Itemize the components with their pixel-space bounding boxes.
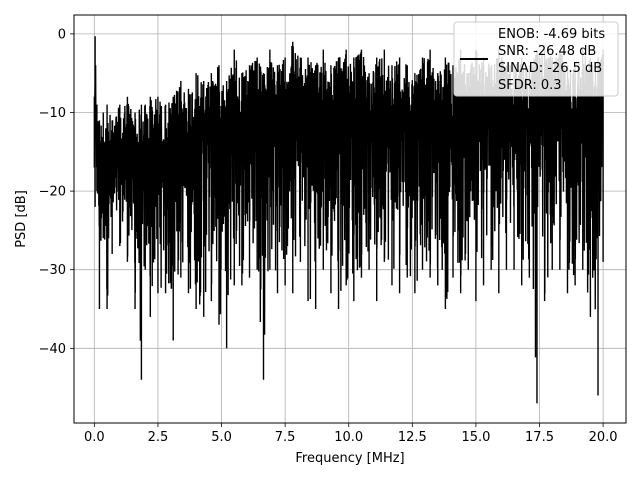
x-tick-label: 15.0 xyxy=(461,430,490,445)
x-tick-label: 17.5 xyxy=(525,430,554,445)
x-tick-label: 12.5 xyxy=(398,430,427,445)
x-tick-label: 10.0 xyxy=(334,430,363,445)
y-tick-label: −40 xyxy=(39,342,66,357)
y-tick-label: −30 xyxy=(39,263,66,278)
y-tick-label: −20 xyxy=(39,185,66,200)
x-axis-label: Frequency [MHz] xyxy=(295,451,404,466)
x-tick-label: 5.0 xyxy=(211,430,232,445)
legend-box xyxy=(453,21,619,97)
y-axis-label: PSD [dB] xyxy=(14,190,29,248)
legend-snr: SNR: -26.48 dB xyxy=(498,44,596,59)
psd-line-series xyxy=(93,36,604,404)
y-axis: 0 −10 −20 −30 −40 xyxy=(39,27,74,357)
legend: ENOB: -4.69 bits SNR: -26.48 dB SINAD: -… xyxy=(453,21,619,97)
y-tick-label: 0 xyxy=(58,27,66,42)
x-axis: 0.0 2.5 5.0 7.5 10.0 12.5 15.0 17.5 20.0 xyxy=(84,423,618,445)
psd-trace xyxy=(93,36,604,404)
x-tick-label: 0.0 xyxy=(84,430,105,445)
legend-enob: ENOB: -4.69 bits xyxy=(498,27,605,42)
y-tick-label: −10 xyxy=(39,106,66,121)
legend-sinad: SINAD: -26.5 dB xyxy=(498,61,602,76)
x-tick-label: 20.0 xyxy=(589,430,618,445)
x-tick-label: 7.5 xyxy=(275,430,296,445)
plot-frame xyxy=(73,14,627,424)
legend-sfdr: SFDR: 0.3 xyxy=(498,78,562,93)
x-tick-label: 2.5 xyxy=(148,430,169,445)
